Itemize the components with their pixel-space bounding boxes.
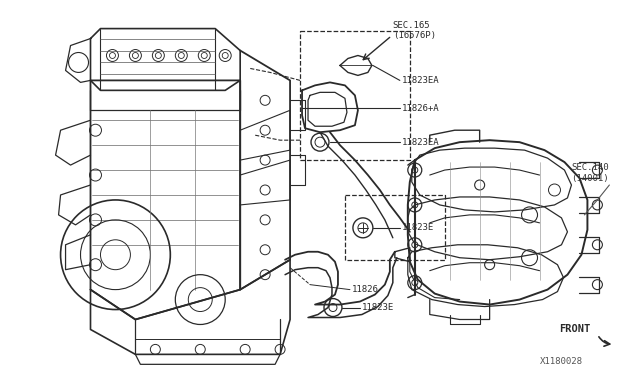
Text: X1180028: X1180028 bbox=[540, 357, 582, 366]
Text: FRONT: FRONT bbox=[559, 324, 591, 334]
Text: 11823E: 11823E bbox=[402, 223, 434, 232]
Bar bbox=[345, 195, 445, 260]
Text: 11826+A: 11826+A bbox=[402, 104, 440, 113]
Text: 11823EA: 11823EA bbox=[402, 138, 440, 147]
Text: 11826: 11826 bbox=[352, 285, 379, 294]
Text: SEC.165
(16576P): SEC.165 (16576P) bbox=[393, 21, 436, 40]
Text: 11823EA: 11823EA bbox=[402, 76, 440, 85]
Text: SEC.140
(14001): SEC.140 (14001) bbox=[572, 163, 609, 183]
Bar bbox=[300, 31, 410, 160]
Text: 11823E: 11823E bbox=[362, 303, 394, 312]
